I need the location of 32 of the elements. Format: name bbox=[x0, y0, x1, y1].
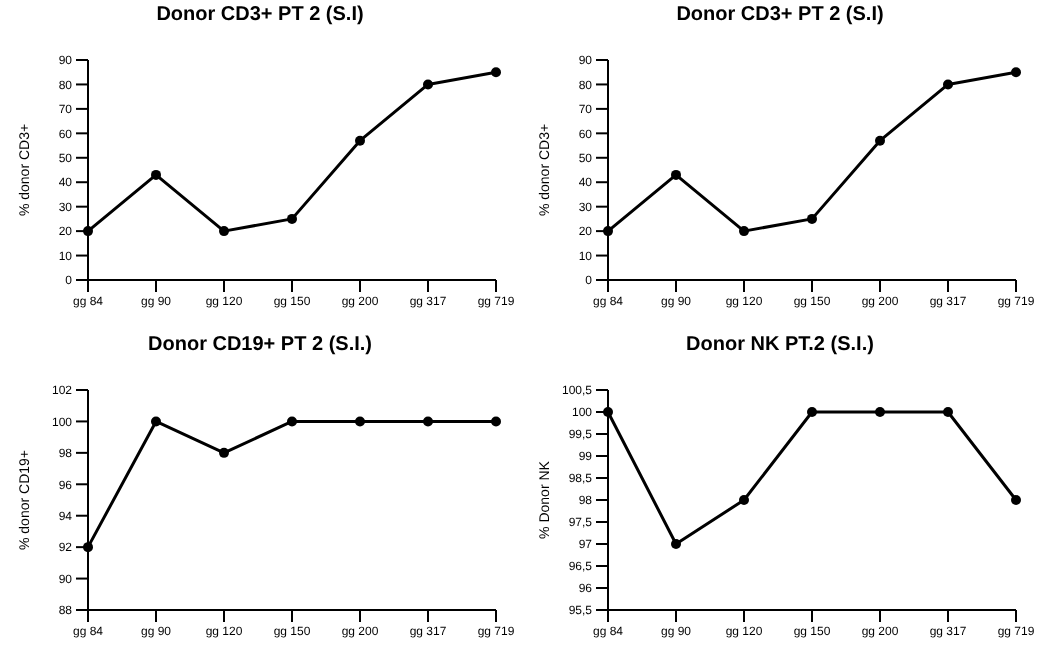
point bbox=[739, 226, 749, 237]
point bbox=[671, 539, 681, 549]
point bbox=[151, 416, 161, 427]
point bbox=[287, 213, 297, 224]
point bbox=[603, 407, 613, 417]
point bbox=[151, 169, 161, 180]
point bbox=[875, 407, 885, 417]
point bbox=[491, 416, 501, 427]
point bbox=[287, 416, 297, 427]
chart-title: Donor CD3+ PT 2 (S.I) bbox=[154, 4, 366, 26]
point bbox=[739, 495, 749, 505]
chart-title: Donor CD19+ PT 2 (S.I.) bbox=[146, 334, 374, 356]
point bbox=[1011, 495, 1021, 505]
point bbox=[807, 213, 817, 224]
point bbox=[1011, 67, 1021, 78]
point bbox=[671, 169, 681, 180]
point bbox=[355, 135, 365, 146]
point bbox=[875, 135, 885, 146]
chart-title: Donor NK PT.2 (S.I.) bbox=[684, 334, 876, 356]
point bbox=[219, 447, 229, 458]
point bbox=[603, 226, 613, 237]
point bbox=[943, 79, 953, 90]
point bbox=[219, 226, 229, 237]
point bbox=[943, 407, 953, 417]
chart-title: Donor CD3+ PT 2 (S.I) bbox=[674, 4, 886, 26]
point bbox=[423, 79, 433, 90]
point bbox=[355, 416, 365, 427]
point bbox=[83, 226, 93, 237]
point bbox=[423, 416, 433, 427]
point bbox=[491, 67, 501, 78]
point bbox=[83, 542, 93, 553]
point bbox=[807, 407, 817, 417]
